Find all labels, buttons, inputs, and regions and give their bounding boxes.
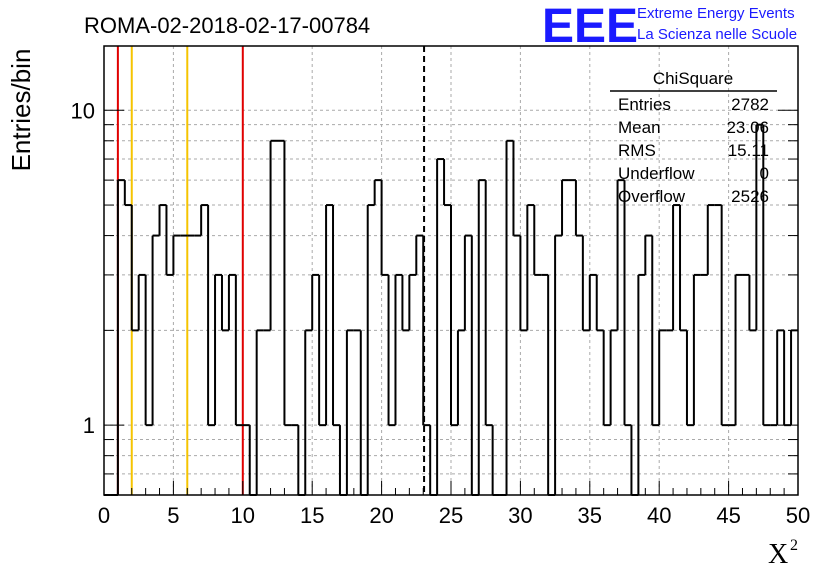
y-axis-label: Entries/bin: [6, 49, 36, 172]
x-tick-label: 35: [578, 503, 602, 528]
x-tick-label: 30: [508, 503, 532, 528]
stats-row-value: 2526: [731, 187, 769, 206]
x-tick-label: 10: [231, 503, 255, 528]
x-tick-label: 40: [647, 503, 671, 528]
stats-row-value: 23.06: [726, 118, 769, 137]
stats-box: ChiSquare Entries 2782 Mean 23.06 RMS 15.11 Un…: [610, 69, 777, 206]
x-axis-label-base: X: [768, 539, 788, 570]
y-tick-label: 10: [71, 98, 95, 123]
plot-frame: [103, 45, 799, 496]
x-tick-label: 5: [167, 503, 179, 528]
eee-logo: EEE Extreme Energy Events La Scienza nel…: [542, 0, 797, 53]
stats-box-title: ChiSquare: [653, 69, 733, 88]
y-tick-label: 1: [83, 413, 95, 438]
histogram-series: [104, 123, 798, 496]
x-axis-label: X 2: [768, 537, 798, 570]
stats-row-value: 2782: [731, 95, 769, 114]
stats-row-label: Overflow: [618, 187, 686, 206]
eee-logo-line1: Extreme Energy Events: [637, 5, 795, 22]
x-tick-label: 15: [300, 503, 324, 528]
stats-row-label: Underflow: [618, 164, 695, 183]
stats-row-value: 0: [760, 164, 769, 183]
chart-title: ROMA-02-2018-02-17-00784: [84, 13, 370, 38]
stats-row-value: 15.11: [728, 141, 769, 160]
x-tick-label: 50: [786, 503, 810, 528]
tick-labels: 0 5 10 15 20 25 30 35 40 45 50 1 10: [71, 98, 811, 528]
stats-row-label: Entries: [618, 95, 671, 114]
x-tick-label: 45: [716, 503, 740, 528]
stats-row-label: RMS: [618, 141, 656, 160]
x-tick-label: 25: [439, 503, 463, 528]
stats-row-label: Mean: [618, 118, 661, 137]
x-axis-label-superscript: 2: [790, 537, 798, 554]
eee-logo-mark: EEE: [542, 0, 638, 53]
eee-logo-line2: La Scienza nelle Scuole: [637, 26, 797, 43]
x-tick-label: 20: [369, 503, 393, 528]
x-tick-label: 0: [98, 503, 110, 528]
